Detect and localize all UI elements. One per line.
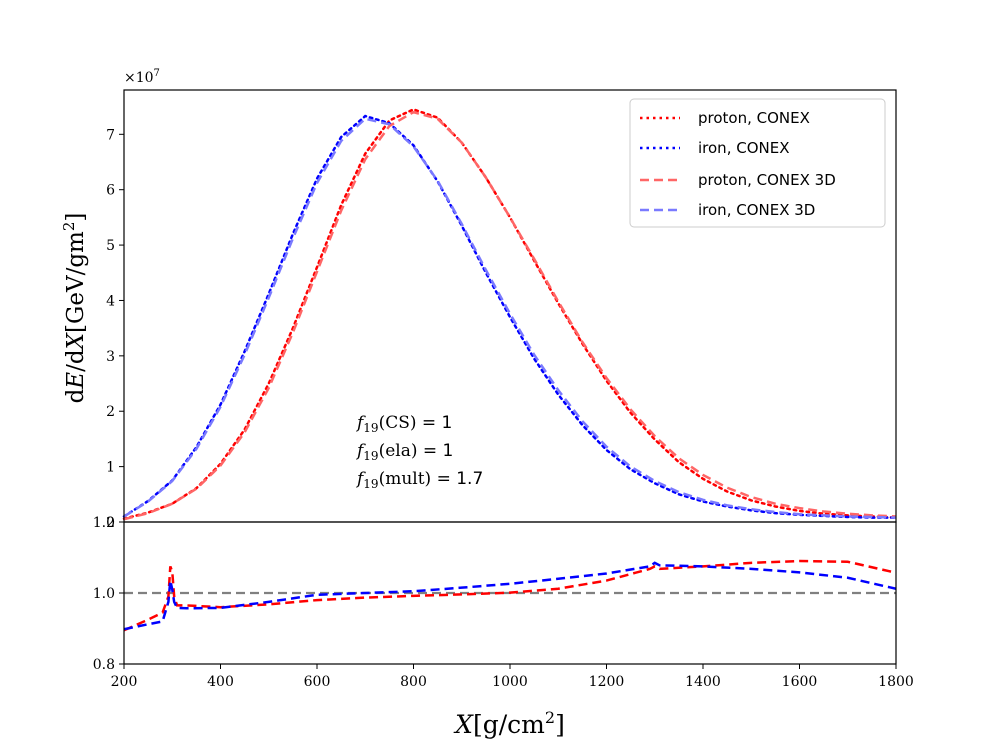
bottom-panel: 0.8 1.0 1.2 200 400 600 800 1000 1200 1400 1600 18… — [93, 515, 914, 739]
legend: proton, CONEX iron, CONEX proton, CONEX … — [629, 98, 886, 228]
top-series-lines — [122, 108, 898, 521]
annotation-line-mult: f19(mult) = 1.7 — [355, 469, 483, 491]
top-y-tick-label: 3 — [106, 349, 115, 365]
y-multiplier: ×107 — [124, 68, 160, 86]
top-y-tick-label: 2 — [106, 404, 115, 420]
x-tick-label: 600 — [304, 674, 331, 690]
top-panel: 0 1 2 3 4 5 6 7 ×107 dE/dX[GeV/gm2] f19(CS) = 1… — [60, 68, 898, 531]
series-line-iron-conex-3d — [123, 117, 897, 519]
bottom-y-tick-label: 1.0 — [93, 586, 115, 602]
top-y-tick-label: 1 — [106, 460, 115, 476]
x-ticks: 200 400 600 800 1000 1200 1400 1600 1800 — [111, 664, 914, 690]
legend-label-proton-conex: proton, CONEX — [698, 109, 810, 127]
bottom-y-ticks: 0.8 1.0 1.2 — [93, 515, 124, 673]
bottom-y-tick-label: 0.8 — [93, 657, 115, 673]
x-axis-label: X[g/cm2] — [453, 708, 565, 739]
top-y-tick-label: 0 — [106, 515, 115, 531]
top-y-ticks: 0 1 2 3 4 5 6 7 — [106, 127, 124, 531]
series-line-proton-conex-3d — [123, 110, 897, 521]
top-y-tick-label: 6 — [106, 183, 115, 199]
y-axis-label: dE/dX[GeV/gm2] — [60, 213, 89, 404]
bottom-ratio-lines — [123, 559, 897, 632]
x-tick-label: 1600 — [782, 674, 818, 690]
legend-box — [629, 98, 886, 228]
parameter-annotation: f19(CS) = 1 f19(ela) = 1 f19(mult) = 1.7 — [355, 413, 483, 491]
x-tick-label: 400 — [207, 674, 234, 690]
annotation-line-cs: f19(CS) = 1 — [355, 413, 452, 435]
legend-label-iron-conex-3d: iron, CONEX 3D — [698, 201, 815, 219]
bottom-y-tick-label: 1.2 — [93, 515, 115, 531]
annotation-line-ela: f19(ela) = 1 — [355, 441, 453, 463]
legend-label-iron-conex: iron, CONEX — [698, 139, 789, 157]
top-y-tick-label: 5 — [106, 238, 115, 254]
ratio-line-iron — [123, 561, 897, 631]
x-tick-label: 1400 — [685, 674, 721, 690]
x-tick-label: 1200 — [589, 674, 625, 690]
x-tick-label: 1800 — [878, 674, 914, 690]
x-tick-label: 200 — [111, 674, 138, 690]
x-tick-label: 800 — [400, 674, 427, 690]
top-y-tick-label: 7 — [106, 127, 115, 143]
legend-label-proton-conex-3d: proton, CONEX 3D — [698, 171, 836, 189]
x-tick-label: 1000 — [492, 674, 528, 690]
series-line-proton-conex — [122, 108, 898, 520]
top-y-tick-label: 4 — [106, 293, 115, 309]
